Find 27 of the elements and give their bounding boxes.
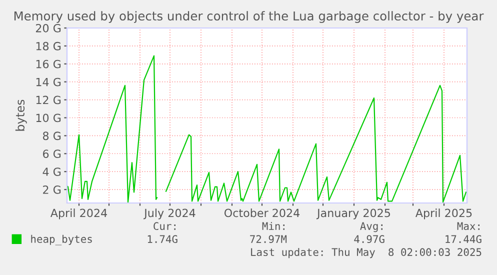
- y-tick-label: 2 G: [43, 186, 61, 194]
- x-tick-label: July 2024: [144, 208, 196, 220]
- text: Last update: Thu May 8 02:00:03 2025: [251, 248, 482, 258]
- text: 1.74G: [148, 235, 178, 244]
- y-tick-label: 4 G: [42, 168, 61, 176]
- text: Min:: [262, 222, 284, 230]
- y-tick-label: 8 G: [42, 132, 61, 140]
- x-tick-label: October 2024: [224, 208, 300, 218]
- y-tick-label: 12 G: [36, 96, 61, 104]
- x-tick-label: January 2025: [316, 208, 390, 220]
- y-tick-label: 6 G: [43, 150, 61, 158]
- text: Max:: [457, 222, 480, 230]
- y-tick-label: 14 G: [36, 78, 61, 86]
- x-tick-label: April 2025: [415, 208, 472, 220]
- chart-title: Memory used by objects under control of the Lua garbage collector - by year: [14, 11, 484, 23]
- legend-label: heap_bytes: [31, 234, 92, 246]
- x-tick-label: April 2024: [50, 208, 107, 220]
- text: 17.44G: [446, 235, 482, 244]
- y-tick-label: 18 G: [36, 42, 61, 50]
- text: 72.97M: [250, 235, 287, 244]
- y-axis-title: bytes: [15, 100, 27, 131]
- text: 4.97G: [354, 235, 384, 244]
- text: Cur:: [154, 222, 176, 230]
- y-tick-label: 10 G: [36, 114, 61, 122]
- y-tick-label: 16 G: [36, 60, 61, 68]
- text: Avg:: [360, 222, 382, 232]
- y-tick-label: 20 G: [36, 24, 61, 32]
